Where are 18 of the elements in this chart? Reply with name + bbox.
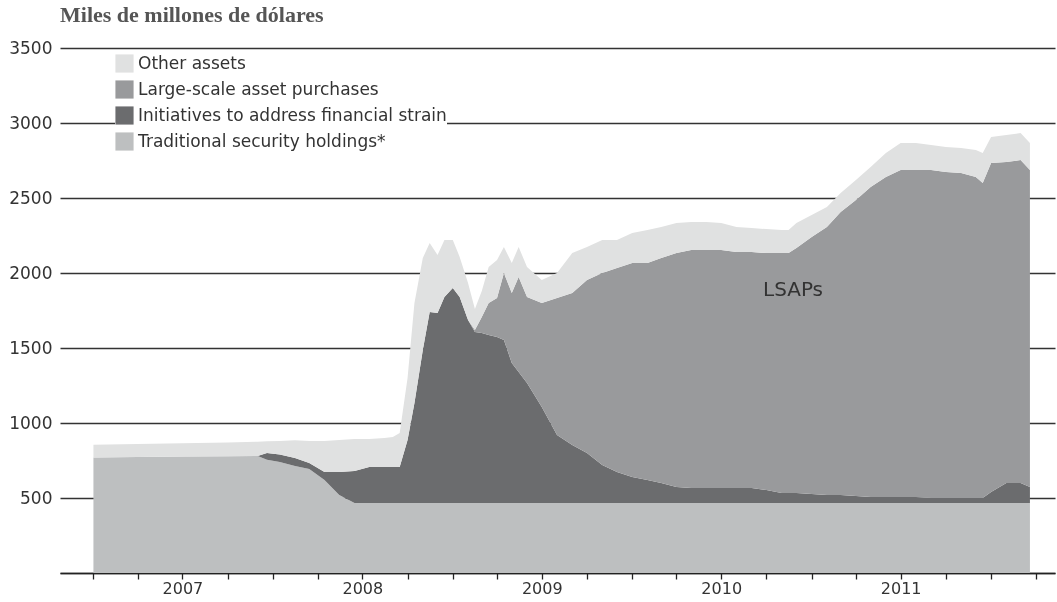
legend-label: Initiatives to address financial strain [138,104,447,125]
legend-label: Traditional security holdings* [137,130,386,151]
x-tick-label: 2011 [880,578,922,598]
y-tick-label: 500 [20,487,53,508]
chart-title: Miles de millones de dólares [60,2,325,27]
y-tick-label: 1500 [9,337,53,358]
y-tick-label: 3000 [9,112,53,133]
annotation: LSAPs [762,277,824,301]
x-tick-label: 2009 [521,578,563,598]
y-tick-label: 2000 [9,262,53,283]
y-tick-label: 1000 [9,412,53,433]
x-tick-label: 2010 [701,578,743,598]
legend-label: Other assets [138,52,246,73]
legend-label: Large-scale asset purchases [138,78,379,99]
y-tick-label: 2500 [9,187,53,208]
x-tick-label: 2007 [162,578,204,598]
x-tick-label: 2008 [342,578,384,598]
y-tick-label: 3500 [9,37,53,58]
